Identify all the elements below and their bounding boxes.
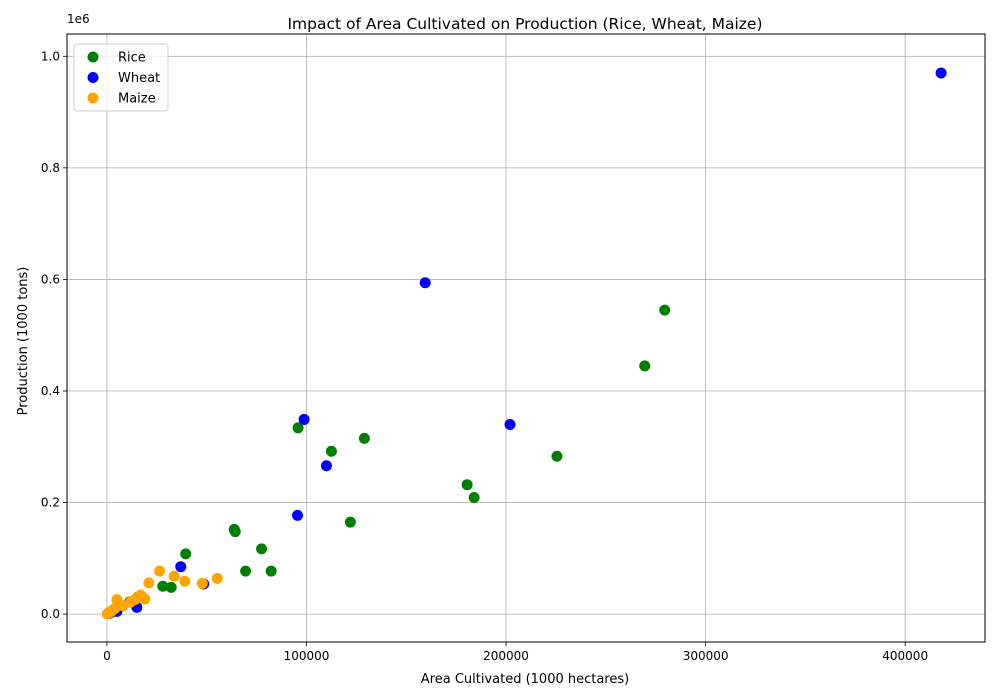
rice-point	[240, 565, 252, 577]
legend-label-maize: Maize	[118, 92, 156, 107]
rice-point	[325, 445, 337, 457]
x-tick-label: 400000	[882, 649, 928, 663]
wheat-point	[504, 418, 516, 430]
wheat-point	[298, 413, 310, 425]
y-tick-label: 0.6	[41, 272, 60, 286]
rice-point	[358, 432, 370, 444]
rice-point	[468, 492, 480, 504]
rice-point	[639, 360, 651, 372]
y-axis-ticks: 0.0 0.2 0.4 0.6 0.8 1.0	[41, 49, 67, 621]
x-tick-label: 100000	[284, 649, 330, 663]
maize-point	[111, 594, 123, 606]
rice-point	[165, 581, 177, 593]
maize-point	[143, 577, 155, 589]
plot-area-frame	[66, 33, 986, 643]
y-tick-label: 0.2	[41, 496, 60, 510]
rice-point	[659, 304, 671, 316]
legend-marker-maize	[87, 92, 99, 104]
rice-point	[157, 580, 169, 592]
rice-point	[461, 479, 473, 491]
legend: Rice Wheat Maize	[73, 43, 169, 112]
legend-marker-wheat	[87, 72, 99, 83]
y-tick-label: 0.8	[41, 161, 60, 175]
x-tick-label: 200000	[483, 649, 529, 663]
x-tick-label: 0	[103, 649, 111, 663]
maize-point	[154, 565, 166, 577]
rice-point	[551, 450, 563, 462]
grid	[67, 34, 985, 642]
maize-point	[211, 572, 223, 584]
y-tick-label: 1.0	[41, 49, 60, 63]
x-axis-label: Area Cultivated (1000 hectares)	[421, 672, 629, 687]
rice-point	[292, 422, 304, 434]
wheat-point	[320, 460, 332, 472]
legend-label-rice: Rice	[118, 51, 146, 66]
rice-point	[180, 548, 192, 560]
maize-point	[101, 608, 113, 620]
x-axis-ticks: 0 100000 200000 300000 400000	[103, 642, 928, 663]
chart-title: Impact of Area Cultivated on Production …	[287, 15, 762, 33]
legend-label-wheat: Wheat	[118, 71, 160, 86]
wheat-point	[175, 561, 187, 573]
legend-marker-rice	[87, 51, 99, 63]
y-tick-label: 0.0	[41, 607, 60, 621]
rice-point	[229, 526, 241, 538]
wheat-point	[419, 277, 431, 289]
x-tick-label: 300000	[683, 649, 729, 663]
rice-point	[265, 565, 277, 577]
y-axis-label: Production (1000 tons)	[16, 267, 31, 416]
y-axis-offset-label: 1e6	[67, 12, 90, 26]
maize-point	[179, 575, 191, 587]
wheat-point	[935, 67, 947, 79]
data-points	[101, 67, 947, 620]
rice-point	[256, 543, 268, 555]
maize-point	[196, 577, 208, 589]
wheat-point	[291, 509, 303, 521]
legend-box	[73, 43, 169, 112]
maize-point	[168, 570, 180, 582]
y-tick-label: 0.4	[41, 384, 60, 398]
rice-point	[344, 516, 356, 528]
